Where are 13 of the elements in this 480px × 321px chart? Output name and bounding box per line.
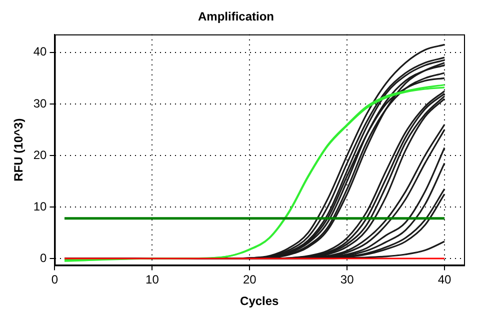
y-tick-label: 10 bbox=[33, 199, 48, 214]
x-tick-label: 30 bbox=[340, 272, 354, 287]
x-tick-label: 0 bbox=[51, 272, 58, 287]
y-tick-label: 40 bbox=[33, 44, 48, 59]
y-tick-label: 30 bbox=[33, 96, 48, 110]
chart-title: Amplification bbox=[198, 10, 274, 24]
x-tick-label: 10 bbox=[146, 272, 160, 287]
y-tick-label: 20 bbox=[33, 148, 48, 162]
x-tick-label: 20 bbox=[242, 272, 257, 287]
x-tick-label: 40 bbox=[438, 272, 452, 287]
y-tick-label: 0 bbox=[40, 250, 48, 265]
y-axis-title: RFU (10^3) bbox=[12, 118, 26, 182]
x-axis-title: Cycles bbox=[240, 294, 280, 308]
